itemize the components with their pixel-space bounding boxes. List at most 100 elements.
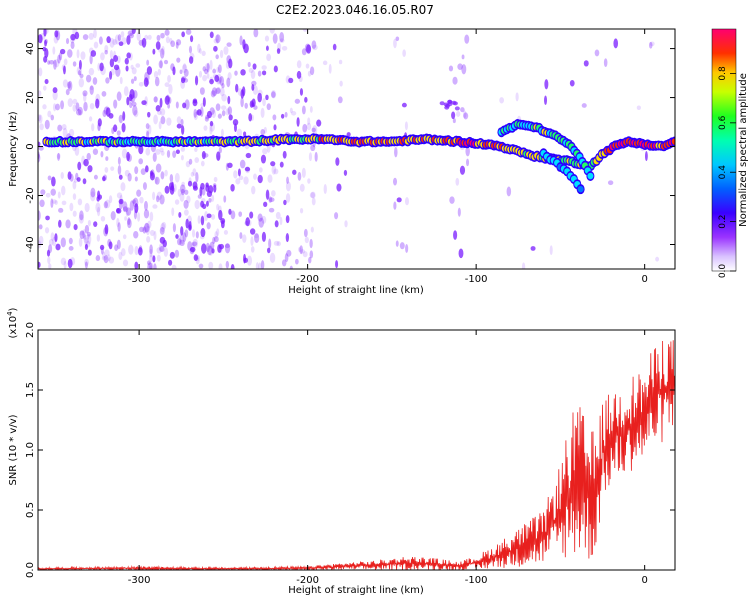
spectrogram-noise-dot: [83, 158, 89, 167]
spectrogram-noise-dot: [396, 197, 402, 203]
spectrogram-noise-dot: [97, 122, 101, 132]
spectrogram-noise-dot: [170, 40, 176, 48]
spectrogram-noise-dot: [158, 243, 165, 252]
spectrogram-noise-dot: [198, 263, 204, 269]
spectrogram-noise-dot: [202, 203, 207, 210]
spectrogram-noise-dot: [279, 161, 284, 168]
spectrogram-noise-dot: [130, 64, 134, 70]
spectrogram-noise-dot: [60, 171, 64, 180]
spectrogram-noise-dot: [184, 99, 190, 110]
x-tick-label: -100: [465, 575, 488, 586]
spectrogram-noise-dot: [159, 59, 163, 69]
spectrogram-noise-dot: [104, 167, 109, 173]
spectrogram-noise-dot: [131, 29, 136, 35]
spectrogram-noise-dot: [240, 69, 246, 76]
spectrogram-noise-dot: [401, 102, 407, 108]
colorbar: 0.0 0.2 0.4 0.6 0.8 Normalized spectral ampl…: [711, 28, 749, 278]
spectrogram-noise-dot: [307, 117, 311, 125]
spectrogram-noise-dot: [96, 206, 101, 217]
spectrogram-noise-dot: [248, 68, 254, 73]
spectrogram-noise-dot: [206, 222, 211, 230]
spectrogram-noise-dot: [460, 107, 465, 113]
y-tick-label: 1.5: [25, 382, 36, 398]
spectrogram-noise-dot: [197, 215, 201, 224]
spectrogram-noise-dot: [102, 176, 106, 182]
spectrogram-noise-dot: [139, 226, 145, 233]
spectrogram-noise-dot: [279, 216, 283, 226]
spectrogram-noise-dot: [146, 66, 153, 75]
spectrogram-noise-dot: [228, 58, 233, 69]
spectrogram-noise-dot: [281, 259, 287, 267]
spectrogram-noise-dot: [185, 160, 191, 168]
spectrogram-noise-dot: [298, 75, 303, 83]
spectrogram-noise-dot: [79, 230, 85, 236]
spectrogram-noise-dot: [282, 150, 287, 159]
spectrogram-noise-dot: [266, 53, 272, 62]
spectrogram-noise-dot: [197, 43, 201, 54]
spectrogram-noise-dot: [200, 227, 206, 238]
y-tick-label: -40: [25, 236, 36, 252]
spectrogram-noise-dot: [251, 185, 256, 195]
spectrogram-noise-dot: [273, 240, 280, 246]
spectrogram-noise-dot: [82, 34, 89, 40]
spectrogram-noise-dot: [462, 110, 467, 119]
spectrogram-noise-dot: [175, 149, 180, 155]
spectrogram-noise-dot: [449, 196, 455, 204]
spectrogram-y-axis-label: Frequency (Hz): [8, 111, 19, 187]
spectrogram-noise-dot: [157, 110, 162, 116]
spectrogram-noise-dot: [77, 161, 82, 171]
spectrogram-noise-dot: [149, 211, 154, 222]
spectrogram-ridge-layer: [42, 119, 675, 195]
spectrogram-noise-dot: [180, 77, 186, 84]
spectrogram-noise-dot: [267, 174, 273, 183]
spectrogram-noise-dot: [253, 232, 259, 239]
spectrogram-noise-dot: [452, 118, 456, 124]
spectrogram-noise-dot: [126, 35, 131, 45]
spectrogram-noise-dot: [84, 258, 89, 266]
spectrogram-noise-dot: [216, 155, 221, 161]
x-tick-label: 0: [641, 575, 647, 586]
spectrogram-noise-dot: [253, 173, 257, 180]
spectrogram-noise-dot: [122, 206, 129, 213]
spectrogram-noise-dot: [227, 95, 231, 105]
spectrogram-noise-dot: [84, 237, 89, 247]
spectrogram-noise-dot: [335, 260, 339, 269]
spectrogram-noise-dot: [268, 207, 275, 213]
spectrogram-noise-dot: [61, 123, 67, 131]
spectrogram-noise-dot: [93, 174, 98, 180]
spectrogram-noise-dot: [92, 148, 99, 155]
spectrogram-noise-dot: [86, 231, 91, 237]
spectrogram-noise-dot: [138, 145, 144, 155]
spectrogram-noise-dot: [265, 189, 270, 200]
spectrogram-noise-dot: [254, 233, 260, 244]
spectrogram-noise-dot: [143, 209, 150, 219]
spectrogram-noise-dot: [203, 153, 209, 158]
spectrogram-noise-dot: [84, 202, 90, 213]
spectrogram-noise-dot: [118, 174, 123, 180]
spectrogram-noise-dot: [166, 150, 171, 158]
spectrogram-noise-dot: [240, 97, 244, 108]
spectrogram-noise-dot: [301, 167, 306, 179]
spectrogram-noise-dot: [206, 200, 209, 207]
spectrogram-noise-dot: [174, 249, 180, 258]
spectrogram-noise-dot: [544, 95, 548, 106]
spectrogram-noise-dot: [72, 193, 77, 200]
spectrogram-noise-dot: [164, 95, 170, 105]
spectrogram-noise-dot: [237, 88, 243, 96]
spectrogram-noise-dot: [180, 146, 185, 152]
spectrogram-noise-dot: [255, 262, 259, 269]
spectrogram-noise-dot: [105, 105, 109, 112]
spectrogram-noise-dot: [214, 74, 220, 83]
spectrogram-noise-dot: [393, 201, 397, 210]
spectrogram-noise-dot: [43, 29, 47, 37]
snr-series-line: [38, 340, 675, 570]
spectrogram-noise-dot: [212, 73, 218, 79]
spectrogram-noise-dot: [209, 107, 215, 115]
spectrogram-noise-dot: [121, 248, 126, 257]
spectrogram-noise-dot: [208, 198, 212, 203]
spectrogram-noise-dot: [521, 262, 526, 269]
spectrogram-frame: [37, 28, 676, 270]
spectrogram-noise-dot: [249, 228, 256, 235]
spectrogram-noise-dot: [499, 97, 505, 104]
spectrogram-noise-dot: [191, 229, 196, 238]
